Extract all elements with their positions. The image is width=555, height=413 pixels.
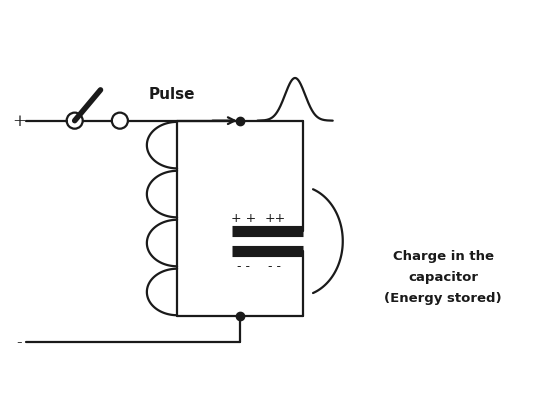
Text: -: -	[16, 333, 22, 350]
Text: Pulse: Pulse	[149, 86, 195, 101]
Text: - -: - -	[269, 259, 281, 272]
Text: Charge in the
capacitor
(Energy stored): Charge in the capacitor (Energy stored)	[385, 249, 502, 304]
Text: + +: + +	[231, 211, 256, 224]
Text: +: +	[12, 113, 26, 130]
Text: - -: - -	[237, 259, 250, 272]
Text: ++: ++	[264, 211, 286, 224]
